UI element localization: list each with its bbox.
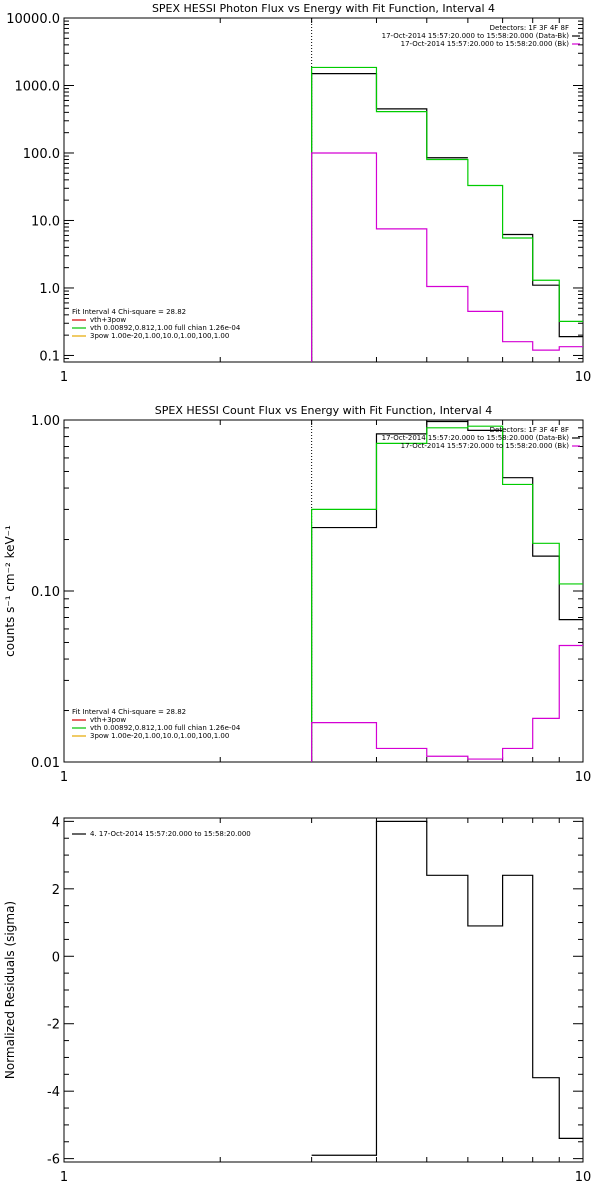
x-tick-label: 1 <box>60 770 68 785</box>
data-layer <box>311 18 583 362</box>
x-tick-label: 10 <box>575 770 592 785</box>
plot-frame <box>63 17 584 363</box>
series-3-line <box>311 644 583 762</box>
x-tick-label: 1 <box>60 370 68 385</box>
y-tick-label: 1.0 <box>39 282 60 297</box>
y-tick-label: 1.00 <box>31 414 60 429</box>
chart-title: SPEX HESSI Count Flux vs Energy with Fit… <box>155 404 492 417</box>
series-3-line <box>311 152 583 362</box>
y-tick-label: 4 <box>52 815 60 830</box>
legend-left-text: vth 0.00892,0.812,1.00 full chian 1.26e-… <box>90 724 241 732</box>
legend-right-text: Detectors: 1F 3F 4F 8F <box>490 24 569 32</box>
plot-frame <box>63 817 584 1163</box>
legend-left-text: 4. 17-Oct-2014 15:57:20.000 to 15:58:20.… <box>90 830 251 838</box>
y-tick-label: 100.0 <box>23 147 60 162</box>
chart-panel-1: SPEX HESSI Photon Flux vs Energy with Fi… <box>6 2 591 385</box>
series-2-line <box>311 66 583 362</box>
series-1-line <box>311 73 583 362</box>
y-tick-label: 10.0 <box>31 214 60 229</box>
legend-left-text: vth 0.00892,0.812,1.00 full chian 1.26e-… <box>90 324 241 332</box>
y-tick-label: 10000.0 <box>6 12 60 27</box>
legend-left-text: Fit Interval 4 Chi-square = 28.82 <box>72 308 186 316</box>
y-tick-label: 0.01 <box>31 756 60 771</box>
legend-left-text: vth+3pow <box>90 316 126 324</box>
legend-left-text: Fit Interval 4 Chi-square = 28.82 <box>72 708 186 716</box>
legend-right-text: 17-Oct-2014 15:57:20.000 to 15:58:20.000… <box>401 442 570 450</box>
chart-panel-2: SPEX HESSI Count Flux vs Energy with Fit… <box>3 404 591 785</box>
x-tick-label: 10 <box>575 1170 592 1185</box>
series-1-line <box>311 820 583 1156</box>
y-tick-label: 2 <box>52 883 60 898</box>
y-tick-label: -4 <box>47 1085 60 1100</box>
y-tick-label: 1000.0 <box>15 79 61 94</box>
y-tick-label: -2 <box>47 1018 60 1033</box>
legend-left-text: 3pow 1.00e-20,1.00,10.0,1.00,100,1.00 <box>90 732 229 740</box>
legend-right-text: 17-Oct-2014 15:57:20.000 to 15:58:20.000… <box>401 40 570 48</box>
y-axis-label: Normalized Residuals (sigma) <box>3 901 17 1079</box>
data-layer <box>311 420 583 762</box>
legend-right-text: 17-Oct-2014 15:57:20.000 to 15:58:20.000… <box>382 434 570 442</box>
legend-left-text: 3pow 1.00e-20,1.00,10.0,1.00,100,1.00 <box>90 332 229 340</box>
series-1-line <box>311 420 583 762</box>
legend-left-text: vth+3pow <box>90 716 126 724</box>
legend-right-text: Detectors: 1F 3F 4F 8F <box>490 426 569 434</box>
y-axis-label: counts s⁻¹ cm⁻² keV⁻¹ <box>3 525 17 657</box>
y-tick-label: 0 <box>52 950 60 965</box>
series-2-line <box>311 425 583 762</box>
x-tick-label: 1 <box>60 1170 68 1185</box>
x-tick-label: 10 <box>575 370 592 385</box>
legend-right-text: 17-Oct-2014 15:57:20.000 to 15:58:20.000… <box>382 32 570 40</box>
y-tick-label: 0.10 <box>31 585 60 600</box>
chart-title: SPEX HESSI Photon Flux vs Energy with Fi… <box>152 2 495 15</box>
data-layer <box>311 820 583 1156</box>
chart-panel-3: Normalized Residuals (sigma) 1 10 -6 -4 -2 0 2 4… <box>3 815 591 1185</box>
y-tick-label: 0.1 <box>39 349 60 364</box>
y-tick-label: -6 <box>47 1153 60 1168</box>
